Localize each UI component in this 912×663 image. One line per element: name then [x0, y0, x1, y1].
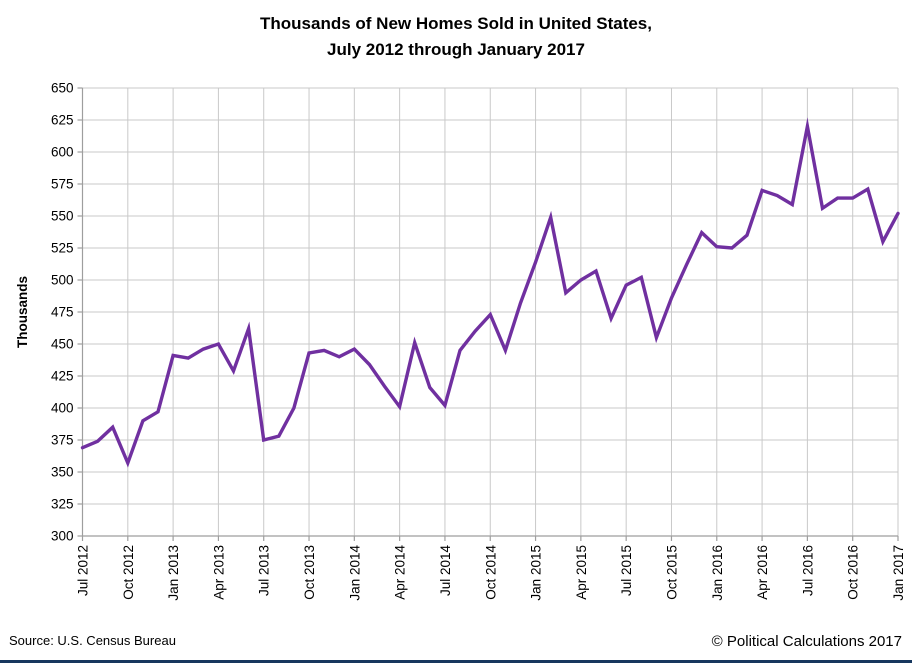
x-tick-label: Oct 2016 [846, 545, 861, 600]
x-tick-label: Jul 2012 [76, 545, 91, 596]
y-tick-label: 375 [51, 433, 74, 448]
x-tick-label: Oct 2014 [483, 545, 498, 600]
y-tick-label: 475 [51, 305, 74, 320]
x-tick-label: Jan 2015 [529, 545, 544, 601]
y-axis-title: Thousands [15, 276, 30, 348]
data-line-new-homes-sold [80, 117, 900, 468]
copyright-note: © Political Calculations 2017 [711, 633, 902, 650]
y-tick-label: 325 [51, 497, 74, 512]
y-tick-label: 525 [51, 241, 74, 256]
x-tick-label: Oct 2013 [302, 545, 317, 600]
x-tick-label: Oct 2012 [121, 545, 136, 600]
x-tick-label: Apr 2014 [393, 545, 408, 600]
x-tick-label: Jan 2016 [710, 545, 725, 601]
y-tick-label: 400 [51, 401, 74, 416]
x-tick-label: Oct 2015 [664, 545, 679, 600]
x-tick-label: Jul 2014 [438, 545, 453, 597]
y-tick-label: 300 [51, 529, 74, 544]
x-tick-label: Apr 2015 [574, 545, 589, 600]
y-tick-label: 350 [51, 465, 74, 480]
chart-title-line1: Thousands of New Homes Sold in United St… [260, 14, 652, 33]
x-tick-label: Jul 2016 [800, 545, 815, 596]
y-tick-label: 600 [51, 145, 74, 160]
x-tick-label: Jan 2013 [166, 545, 181, 601]
x-tick-label: Apr 2016 [755, 545, 770, 600]
x-tick-label: Apr 2013 [211, 545, 226, 600]
bottom-border-bar [0, 660, 912, 663]
source-note: Source: U.S. Census Bureau [9, 633, 176, 648]
x-tick-label: Jul 2015 [619, 545, 634, 596]
x-tick-label: Jan 2017 [891, 545, 906, 601]
y-tick-label: 425 [51, 369, 74, 384]
y-tick-label: 625 [51, 113, 74, 128]
y-tick-label: 650 [51, 81, 74, 96]
chart-title: Thousands of New Homes Sold in United St… [0, 11, 912, 63]
x-tick-label: Jan 2014 [347, 545, 362, 601]
y-tick-label: 575 [51, 177, 74, 192]
chart-title-line2: July 2012 through January 2017 [327, 40, 585, 59]
x-tick-label: Jul 2013 [257, 545, 272, 596]
y-tick-label: 500 [51, 273, 74, 288]
y-tick-label: 450 [51, 337, 74, 352]
y-tick-label: 550 [51, 209, 74, 224]
